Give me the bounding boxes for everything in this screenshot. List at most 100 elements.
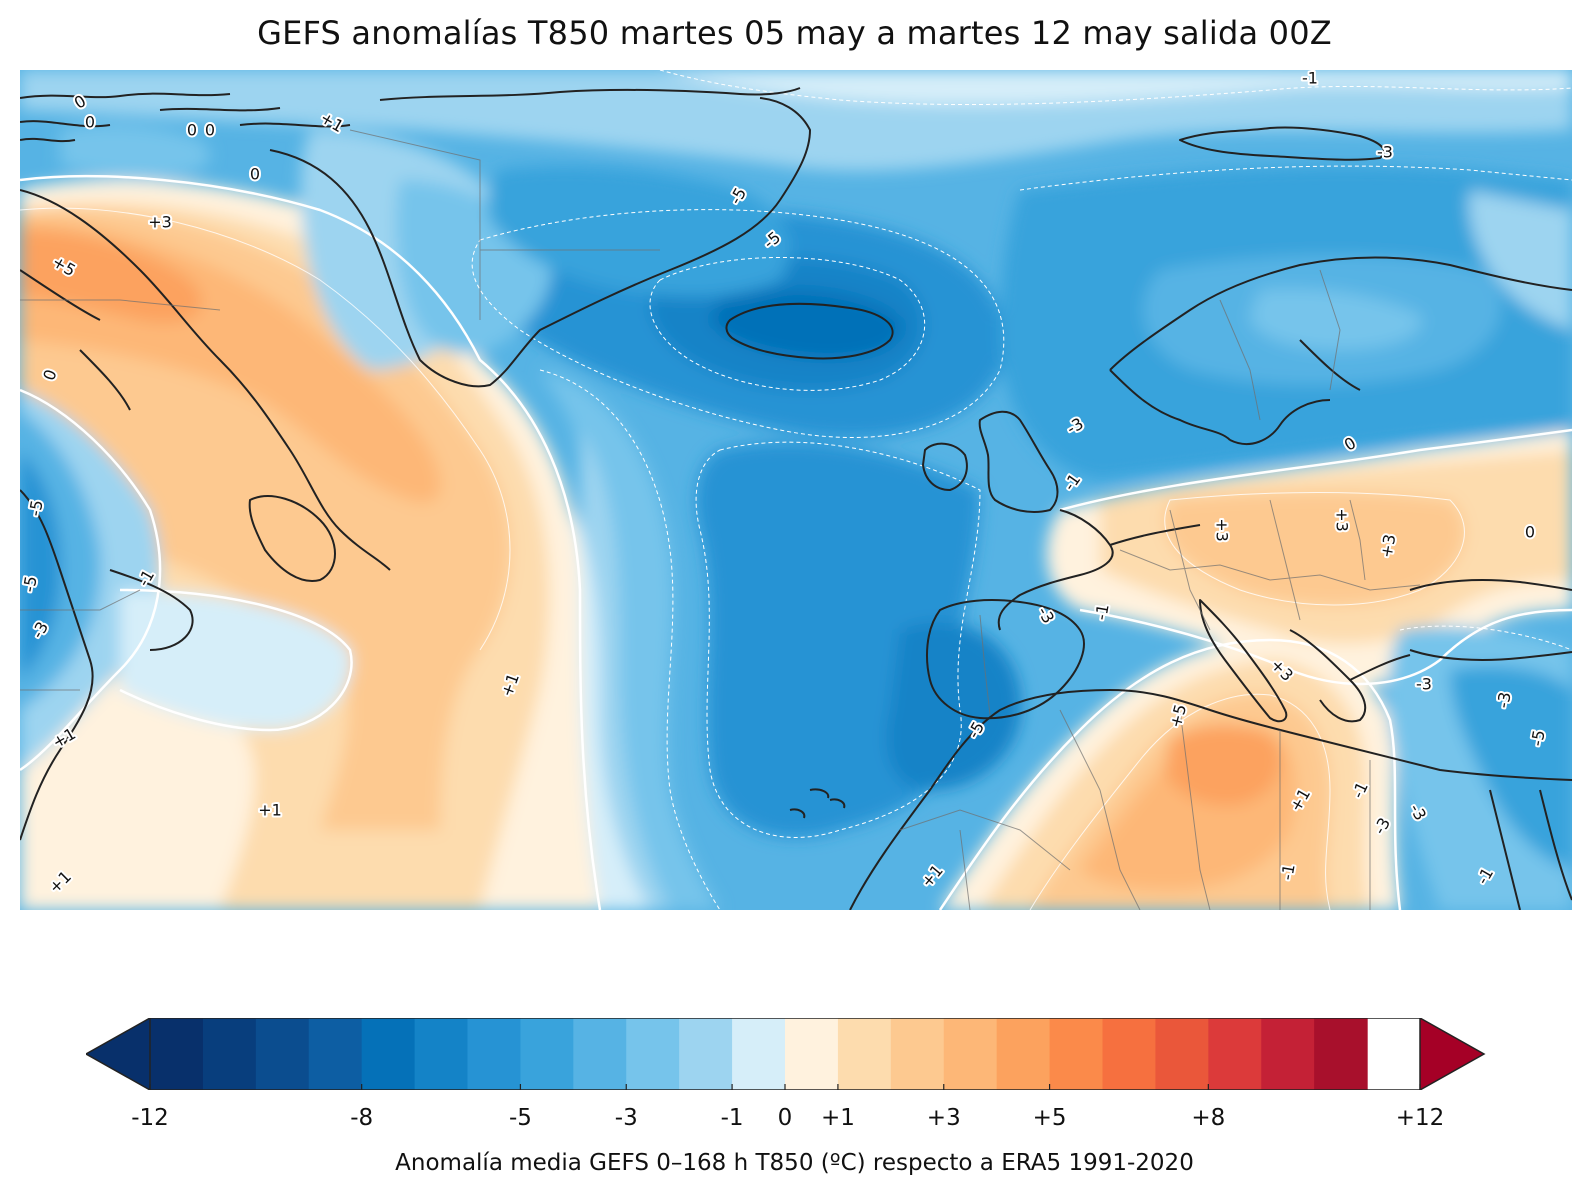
field-scandinavia-c <box>1250 288 1422 350</box>
border-us-canada <box>20 589 141 611</box>
coast-arctic-canada <box>20 87 801 143</box>
border-scandinavia-b <box>1319 269 1341 391</box>
colorbar-swatch <box>890 1018 945 1090</box>
contour-minus3-iceland <box>471 209 1005 438</box>
contour-lines <box>20 70 1572 910</box>
coast-iceland <box>725 302 894 360</box>
contour-label-canada-west: +3 <box>148 213 172 232</box>
colorbar-arrow-outline-right <box>1419 1018 1486 1090</box>
border-europe-b <box>1169 509 1211 631</box>
contour-label-svalbard: -3 <box>1377 143 1393 162</box>
border-africa-a <box>1059 709 1141 910</box>
colorbar-swatch <box>1155 1018 1209 1090</box>
coast-iberia <box>926 599 1085 720</box>
contour-label-canada-arctic-d: 0 <box>205 121 215 140</box>
border-iberia <box>979 614 991 716</box>
colorbar-extend-max-arrow <box>1420 1018 1484 1090</box>
contour-label-canada-arctic-b: 0 <box>85 113 95 132</box>
colorbar-tick-label: -5 <box>508 1105 532 1131</box>
coast-north-america-east <box>20 489 194 841</box>
field-mid-atlantic-light <box>540 370 720 910</box>
border-europe-c <box>1269 499 1301 621</box>
colorbar-swatch <box>626 1018 680 1090</box>
contour-zero-europe <box>1059 428 1572 512</box>
colorbar-tick-label: -3 <box>614 1105 638 1131</box>
colorbar-swatch <box>785 1018 839 1090</box>
map-title: GEFS anomalías T850 martes 05 may a mart… <box>257 14 1332 52</box>
border-africa-e <box>899 809 1071 871</box>
coast-svalbard <box>1179 126 1385 161</box>
colorbar <box>86 1018 1486 1090</box>
colorbar-swatch <box>573 1018 627 1090</box>
border-europe-a <box>1119 549 1421 591</box>
field-greenland-east <box>488 166 790 297</box>
colorbar-tickmarks <box>149 1084 1421 1090</box>
contour-label-central-europe-c: +3 <box>1377 533 1400 560</box>
colorbar-extend-min-arrow <box>86 1018 150 1090</box>
field-levant-cold-b <box>1450 666 1572 870</box>
colorbar-swatch <box>1261 1018 1315 1090</box>
contour-plus3-africa <box>1029 693 1331 910</box>
contour-zero-africa <box>938 638 1402 910</box>
contour-label-caribbean: +1 <box>258 801 282 820</box>
anomaly-map: -100 0 0 +10+3-5-5-3+5-3-10+3 +3+30-3 -1+3 -3-… <box>20 70 1572 910</box>
colorbar-tick-label: +12 <box>1395 1105 1445 1131</box>
colorbar-swatch <box>732 1018 786 1090</box>
field-north-america-cold-c <box>20 450 61 680</box>
contour-label-great-lakes-a: -5 <box>25 498 46 517</box>
contour-minus1-atlantic <box>539 369 721 910</box>
contour-label-central-europe-a: +3 <box>1213 518 1232 542</box>
coast-british-isles <box>922 410 1059 513</box>
colorbar-tick-label: 0 <box>777 1105 793 1131</box>
contour-plus3-west <box>20 207 511 651</box>
colorbar-swatch <box>202 1018 257 1090</box>
colorbar-label: Anomalía media GEFS 0–168 h T850 (ºC) re… <box>395 1150 1194 1176</box>
contour-label-central-europe-b: +3 <box>1333 508 1352 532</box>
contour-minus5-iceland <box>649 257 926 391</box>
colorbar-tick-label: +8 <box>1191 1105 1226 1131</box>
colorbar-tick-label: +5 <box>1032 1105 1067 1131</box>
coast-canaries <box>789 788 846 819</box>
colorbar-arrow-outline <box>86 1018 151 1090</box>
contour-plus3-europe <box>1164 492 1465 606</box>
colorbar-swatch <box>150 1018 204 1090</box>
colorbar-tick-label: -12 <box>131 1105 169 1131</box>
colorbar-swatch <box>943 1018 998 1090</box>
coast-balkans-greece <box>1289 629 1411 723</box>
coast-red-sea <box>1489 789 1572 910</box>
anomaly-field <box>20 70 1572 910</box>
colorbar-swatch <box>996 1018 1051 1090</box>
coast-baffin-labrador <box>20 189 391 571</box>
coast-black-sea <box>1409 579 1572 661</box>
map-panel: -1 0 0 0 0 +1 0 +3 -5 -5 -3 +5 -3 -1 0 +3 +3 +3 0 -3 -1 +3 -3-… <box>20 70 1572 910</box>
contour-label-great-lakes-b: -5 <box>20 574 41 593</box>
colorbar-swatch <box>1314 1018 1368 1090</box>
contour-zero-west <box>20 175 602 910</box>
contour-zero-na <box>20 388 162 772</box>
colorbar-swatch <box>308 1018 363 1090</box>
colorbar-swatch <box>361 1018 416 1090</box>
contour-label-levant-a: -3 <box>1493 690 1514 709</box>
colorbar-swatch <box>414 1018 469 1090</box>
contour-label-sahara: -1 <box>1277 862 1298 881</box>
colorbar-tick-label: +1 <box>820 1105 855 1131</box>
colorbar-swatch <box>679 1018 733 1090</box>
border-scandinavia-a <box>1219 299 1261 421</box>
contour-label-mediterranean-west: -1 <box>1091 602 1112 621</box>
field-europe-plus3 <box>1164 492 1465 605</box>
colorbar-swatch <box>1102 1018 1157 1090</box>
coastlines <box>20 87 1572 910</box>
colorbar-swatch <box>837 1018 892 1090</box>
field-arctic-canada-cold <box>60 124 211 177</box>
contour-label-baffin: 0 <box>250 165 260 184</box>
colorbar-tick-labels: -12 -8 -5 -3 -1 0 +1 +3 +5 +8 +12 <box>0 1105 1589 1135</box>
field-north-africa-plus5 <box>1165 725 1281 806</box>
contour-label-levant-b: -5 <box>1527 728 1548 747</box>
field-us-east-lighter <box>120 590 352 730</box>
border-africa-f <box>959 829 971 910</box>
field-arctic-minus1 <box>660 70 1572 105</box>
field-iceland-cold-c <box>710 289 902 359</box>
colorbar-tick-label: +3 <box>926 1105 961 1131</box>
coast-scandinavia <box>1109 256 1572 445</box>
contour-label-canada-arctic-c: 0 <box>187 121 197 140</box>
